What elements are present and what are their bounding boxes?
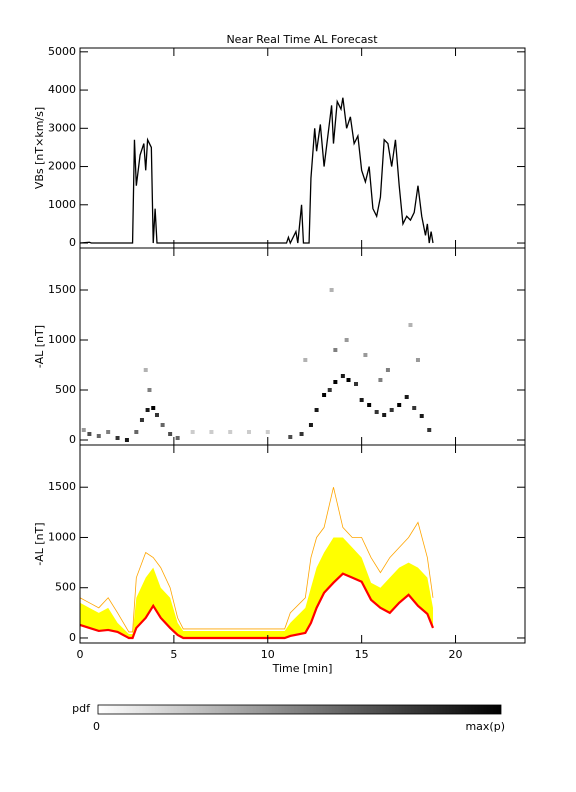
- pdf-cell: [333, 380, 338, 384]
- pdf-cell: [124, 438, 129, 442]
- pdf-cell: [344, 338, 349, 342]
- x-tick-label: 10: [261, 648, 275, 661]
- pdf-cell: [175, 436, 180, 440]
- x-axis-label: Time [min]: [272, 662, 333, 675]
- quantile-band: [80, 537, 433, 638]
- median-line: [79, 572, 435, 640]
- x-tick-label: 20: [449, 648, 463, 661]
- pdf-cell: [404, 395, 409, 399]
- pdf-cell: [106, 430, 111, 434]
- pdf-cell: [363, 353, 368, 357]
- chart-title: Near Real Time AL Forecast: [226, 33, 378, 46]
- pdf-cell: [96, 434, 101, 438]
- pdf-cell: [329, 288, 334, 292]
- pdf-cell: [419, 414, 424, 418]
- y-tick-label: 500: [55, 383, 76, 396]
- pdf-cell: [374, 410, 379, 414]
- y-tick-label: 1000: [48, 198, 76, 211]
- y-tick-label: 1500: [48, 283, 76, 296]
- pdf-cell: [378, 378, 383, 382]
- pdf-cell: [134, 430, 139, 434]
- pdf-cell: [139, 418, 144, 422]
- pdf-cell: [147, 388, 152, 392]
- pdf-cell: [389, 408, 394, 412]
- x-tick-label: 15: [355, 648, 369, 661]
- y-tick-label: 500: [55, 581, 76, 594]
- pdf-cell: [288, 435, 293, 439]
- pdf-cell: [308, 423, 313, 427]
- pdf-cell: [168, 432, 173, 436]
- data-line: [79, 97, 434, 245]
- pdf-cell: [160, 423, 165, 427]
- y-tick-label: 3000: [48, 121, 76, 134]
- pdf-cell: [322, 393, 327, 397]
- pdf-cell: [427, 428, 432, 432]
- pdf-cell: [154, 413, 159, 417]
- pdf-cell: [385, 368, 390, 372]
- pdf-cell: [299, 432, 304, 436]
- pdf-cell: [209, 430, 214, 434]
- y-axis-label: -AL [nT]: [33, 325, 46, 368]
- pdf-cell: [359, 398, 364, 402]
- pdf-cell: [246, 430, 251, 434]
- pdf-cell: [190, 430, 195, 434]
- colorbar: [97, 704, 502, 715]
- pdf-cell: [415, 358, 420, 362]
- y-tick-label: 2000: [48, 160, 76, 173]
- pdf-cell: [228, 430, 233, 434]
- plot-frame: [79, 444, 526, 644]
- pdf-cell: [81, 428, 86, 432]
- y-tick-label: 0: [69, 631, 76, 644]
- pdf-cell: [87, 432, 92, 436]
- y-tick-label: 1500: [48, 480, 76, 493]
- y-tick-label: 1000: [48, 333, 76, 346]
- colorbar-label: max(p): [465, 720, 505, 733]
- pdf-cell: [327, 388, 332, 392]
- y-axis-label: -AL [nT]: [33, 522, 46, 565]
- y-tick-label: 0: [69, 433, 76, 446]
- pdf-cell: [333, 348, 338, 352]
- pdf-cell: [303, 358, 308, 362]
- pdf-cell: [145, 408, 150, 412]
- y-tick-label: 5000: [48, 45, 76, 58]
- y-tick-label: 4000: [48, 83, 76, 96]
- x-tick-label: 0: [77, 648, 84, 661]
- colorbar-title: pdf: [72, 702, 91, 715]
- y-tick-label: 1000: [48, 530, 76, 543]
- pdf-cell: [367, 403, 372, 407]
- pdf-cell: [151, 406, 156, 410]
- pdf-cell: [354, 382, 359, 386]
- pdf-cell: [346, 378, 351, 382]
- pdf-cell: [397, 403, 402, 407]
- pdf-cell: [412, 406, 417, 410]
- pdf-cell: [143, 368, 148, 372]
- pdf-cell: [115, 436, 120, 440]
- pdf-cell: [265, 430, 270, 434]
- pdf-cell: [340, 374, 345, 378]
- y-axis-label: VBs [nT×km/s]: [33, 107, 46, 189]
- pdf-cell: [314, 408, 319, 412]
- x-tick-label: 5: [170, 648, 177, 661]
- colorbar-label: 0: [93, 720, 100, 733]
- y-tick-label: 0: [69, 236, 76, 249]
- upper-line: [79, 487, 434, 633]
- pdf-cell: [382, 413, 387, 417]
- pdf-cell: [408, 323, 413, 327]
- plot-frame: [79, 247, 526, 446]
